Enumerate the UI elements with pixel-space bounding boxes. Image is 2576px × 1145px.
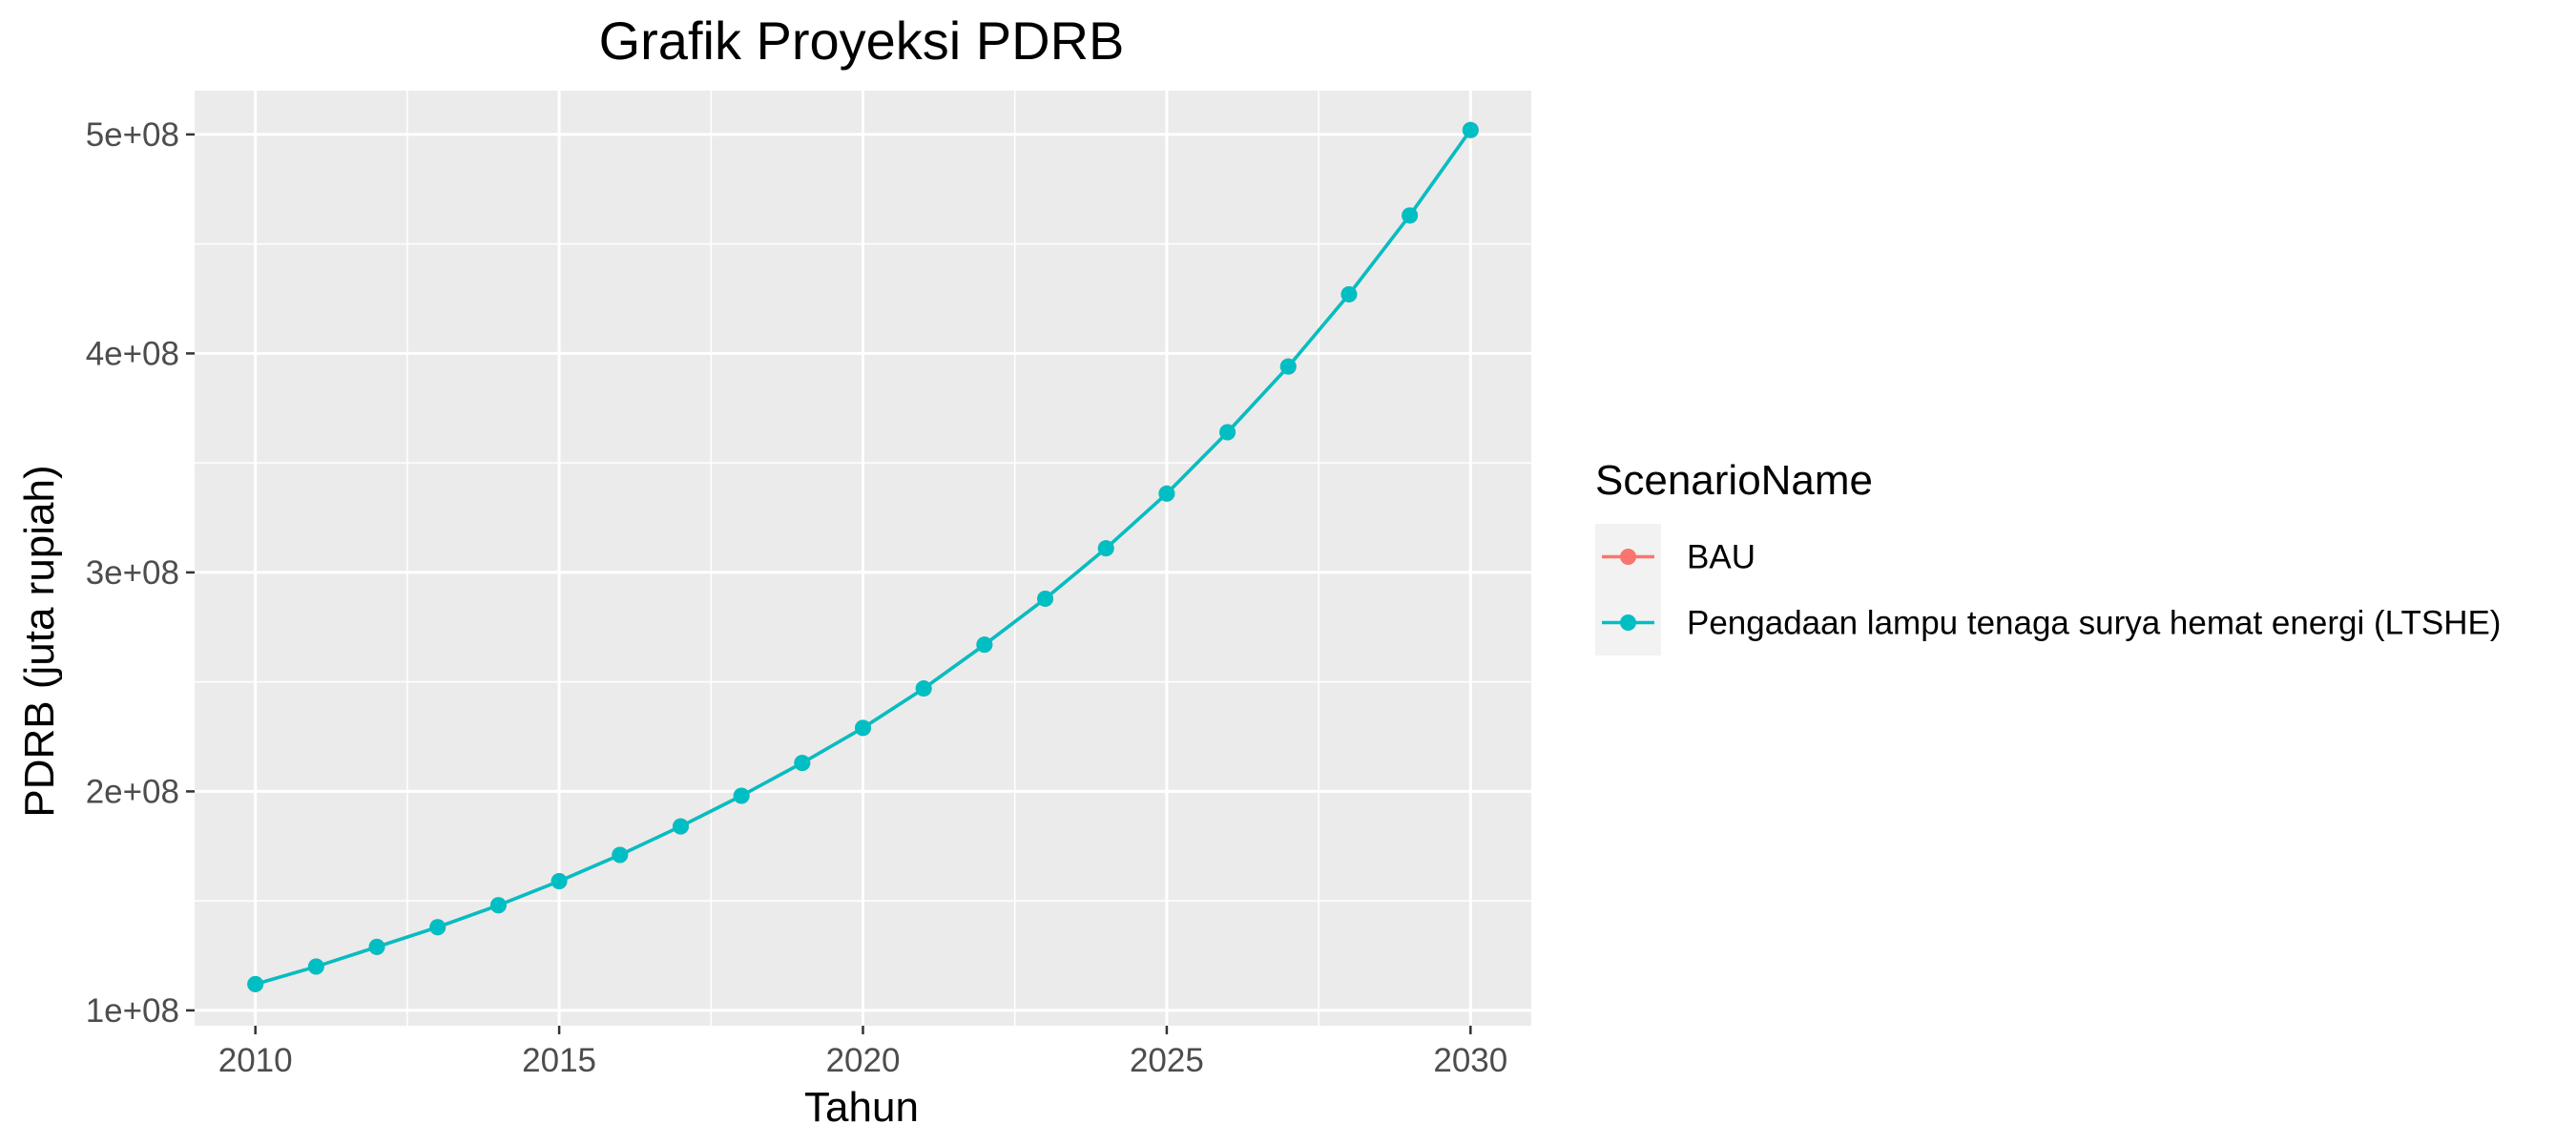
series-point-1 xyxy=(1402,207,1419,224)
y-tick-label: 2e+08 xyxy=(86,773,179,810)
series-layer xyxy=(247,121,1479,992)
series-point-1 xyxy=(1158,485,1175,502)
series-point-1 xyxy=(368,938,385,955)
series-point-1 xyxy=(429,919,447,936)
y-tick-label: 5e+08 xyxy=(86,116,179,154)
legend-title: ScenarioName xyxy=(1595,457,1873,504)
series-point-1 xyxy=(1462,121,1479,138)
legend-key-point xyxy=(1620,549,1636,565)
y-axis-title: PDRB (juta rupiah) xyxy=(16,465,63,817)
series-point-1 xyxy=(1037,590,1054,607)
series-point-1 xyxy=(915,680,932,697)
x-tick-label: 2030 xyxy=(1433,1042,1507,1079)
legend-label: Pengadaan lampu tenaga surya hemat energ… xyxy=(1687,605,2501,642)
series-point-1 xyxy=(247,975,264,992)
y-tick-label: 1e+08 xyxy=(86,992,179,1030)
x-axis: 2010 2015 2020 2025 2030 xyxy=(218,1026,1507,1079)
y-tick-label: 4e+08 xyxy=(86,335,179,372)
series-point-1 xyxy=(672,818,689,835)
y-axis: 1e+08 2e+08 3e+08 4e+08 5e+08 xyxy=(86,116,195,1030)
series-point-1 xyxy=(489,897,507,914)
series-point-1 xyxy=(307,958,324,975)
x-tick-label: 2025 xyxy=(1130,1042,1204,1079)
chart-title: Grafik Proyeksi PDRB xyxy=(599,10,1125,71)
series-point-1 xyxy=(1340,285,1358,302)
series-point-1 xyxy=(1279,358,1297,375)
series-point-1 xyxy=(855,719,871,737)
series-point-1 xyxy=(551,873,568,890)
legend: ScenarioName BAU Pengadaan lampu tenaga s… xyxy=(1595,457,2501,656)
series-point-1 xyxy=(976,636,993,654)
legend-label: BAU xyxy=(1687,539,1755,576)
series-point-1 xyxy=(612,846,629,864)
x-tick-label: 2015 xyxy=(522,1042,596,1079)
grid-major xyxy=(195,91,1531,1026)
legend-key-point xyxy=(1620,614,1636,631)
series-point-1 xyxy=(733,787,750,804)
y-tick-label: 3e+08 xyxy=(86,554,179,592)
series-point-1 xyxy=(794,755,811,772)
x-axis-title: Tahun xyxy=(804,1084,919,1131)
x-tick-label: 2010 xyxy=(218,1042,293,1079)
series-point-1 xyxy=(1097,540,1114,557)
x-tick-label: 2020 xyxy=(826,1042,901,1079)
series-point-1 xyxy=(1219,424,1236,441)
